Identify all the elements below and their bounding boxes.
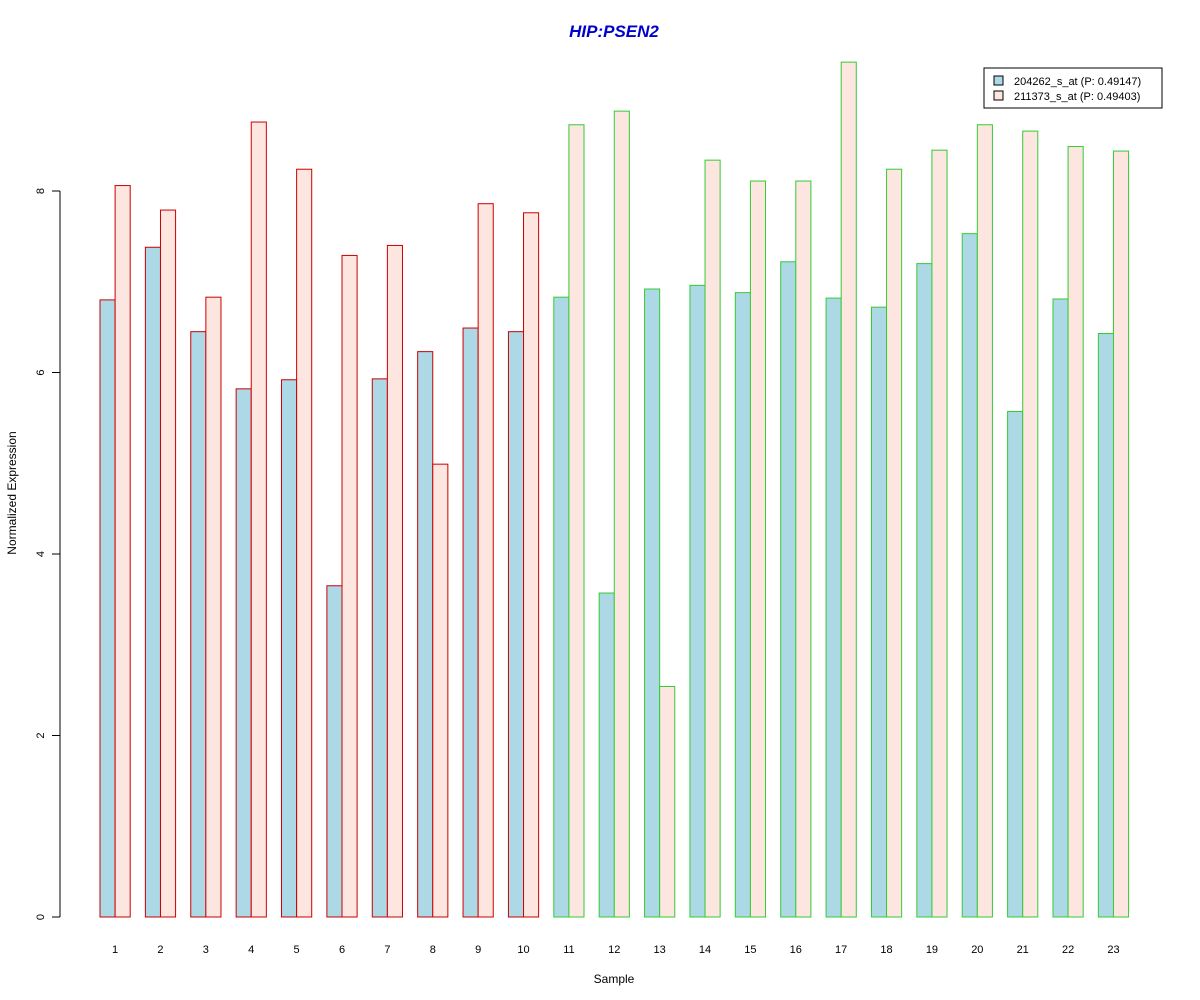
- x-tick-label: 11: [563, 944, 574, 956]
- x-tick-label: 23: [1107, 944, 1119, 956]
- x-tick-label: 19: [926, 944, 938, 956]
- x-axis-title: Sample: [594, 972, 635, 986]
- bar-sample-23-series-2: [1112, 150, 1130, 918]
- bar-sample-10-series-1: [507, 331, 525, 918]
- bar-sample-12-series-1: [598, 592, 615, 918]
- bar-sample-9-series-2: [477, 203, 494, 918]
- bar-sample-14-series-2: [704, 159, 721, 918]
- bar-sample-22-series-1: [1052, 298, 1069, 918]
- y-tick-label: 4: [35, 551, 47, 557]
- bar-sample-8-series-2: [432, 463, 449, 918]
- y-tick-label: 6: [35, 369, 47, 375]
- x-tick-label: 10: [517, 944, 529, 956]
- bar-sample-23-series-1: [1097, 332, 1114, 918]
- bar-sample-11-series-1: [553, 296, 570, 918]
- x-tick-label: 3: [203, 944, 209, 956]
- x-tick-label: 13: [654, 944, 666, 956]
- x-tick-label: 15: [744, 944, 756, 956]
- x-tick-label: 7: [384, 944, 390, 956]
- x-tick-label: 5: [294, 944, 300, 956]
- legend: 204262_s_at (P: 0.49147) 211373_s_at (P:…: [983, 67, 1163, 109]
- x-tick-label: 21: [1017, 944, 1029, 956]
- bar-sample-22-series-2: [1067, 146, 1084, 918]
- bar-sample-8-series-1: [417, 351, 434, 918]
- x-tick-label: 8: [430, 944, 436, 956]
- bar-sample-7-series-1: [371, 378, 388, 918]
- bar-sample-10-series-2: [523, 212, 540, 918]
- bar-sample-17-series-2: [840, 61, 857, 918]
- bar-sample-2-series-1: [144, 246, 161, 918]
- bar-sample-3-series-2: [205, 296, 222, 918]
- bar-sample-4-series-1: [235, 388, 252, 918]
- x-tick-label: 22: [1062, 944, 1074, 956]
- x-tick-label: 1: [112, 944, 118, 956]
- x-tick-label: 17: [835, 944, 847, 956]
- bar-sample-13-series-1: [644, 288, 661, 918]
- bar-sample-1-series-1: [99, 299, 116, 918]
- bar-sample-6-series-1: [326, 585, 343, 918]
- bar-sample-16-series-2: [795, 180, 812, 918]
- legend-box: [983, 67, 1163, 109]
- bar-sample-15-series-2: [749, 180, 767, 918]
- bar-sample-21-series-1: [1007, 411, 1024, 918]
- bar-sample-15-series-1: [734, 292, 751, 918]
- x-tick-label: 2: [157, 944, 163, 956]
- bar-sample-2-series-2: [159, 209, 177, 918]
- bar-sample-19-series-1: [916, 263, 933, 918]
- x-tick-label: 6: [339, 944, 345, 956]
- legend-label-1: 204262_s_at (P: 0.49147): [1014, 76, 1141, 88]
- legend-label-2: 211373_s_at (P: 0.49403): [1014, 91, 1140, 103]
- x-tick-label: 20: [971, 944, 983, 956]
- bar-sample-5-series-2: [296, 168, 313, 918]
- bar-sample-17-series-1: [825, 297, 842, 918]
- bar-sample-18-series-2: [886, 168, 903, 918]
- chart-title: HIP:PSEN2: [569, 22, 659, 41]
- bar-sample-9-series-1: [462, 327, 479, 918]
- y-axis: 0 2 4 6 8: [35, 188, 61, 920]
- x-tick-label: 18: [880, 944, 892, 956]
- bar-sample-13-series-2: [659, 685, 676, 918]
- bars: [99, 61, 1130, 918]
- bar-sample-4-series-2: [250, 121, 267, 918]
- x-tick-label: 16: [790, 944, 802, 956]
- y-tick-label: 2: [35, 732, 47, 738]
- bar-sample-3-series-1: [190, 331, 207, 918]
- bar-sample-14-series-1: [689, 284, 706, 918]
- bar-sample-7-series-2: [386, 244, 403, 918]
- bar-sample-21-series-2: [1022, 130, 1039, 918]
- bar-sample-18-series-1: [870, 306, 888, 918]
- bar-sample-20-series-2: [976, 124, 993, 918]
- y-tick-label: 8: [35, 188, 47, 194]
- y-axis-title: Normalized Expression: [5, 431, 19, 554]
- x-tick-label: 12: [608, 944, 620, 956]
- bar-sample-12-series-2: [613, 110, 630, 918]
- bar-sample-16-series-1: [780, 261, 797, 918]
- bar-sample-19-series-2: [931, 149, 948, 918]
- x-tick-label: 9: [475, 944, 481, 956]
- bar-sample-5-series-1: [281, 379, 298, 918]
- x-tick-label: 4: [248, 944, 254, 956]
- bar-sample-20-series-1: [961, 233, 978, 918]
- bar-sample-11-series-2: [568, 124, 585, 918]
- legend-swatch-1: [993, 75, 1004, 86]
- bar-sample-6-series-2: [341, 254, 358, 918]
- x-tick-label: 14: [699, 944, 711, 956]
- y-tick-label: 0: [35, 914, 47, 920]
- bar-sample-1-series-2: [114, 185, 131, 918]
- legend-swatch-2: [993, 90, 1004, 101]
- x-tick-labels: 1 2 3 4 5 6 7 8 9 10 11 12 13 14 15 16 17 18 19 20 21 22 23: [112, 944, 1120, 956]
